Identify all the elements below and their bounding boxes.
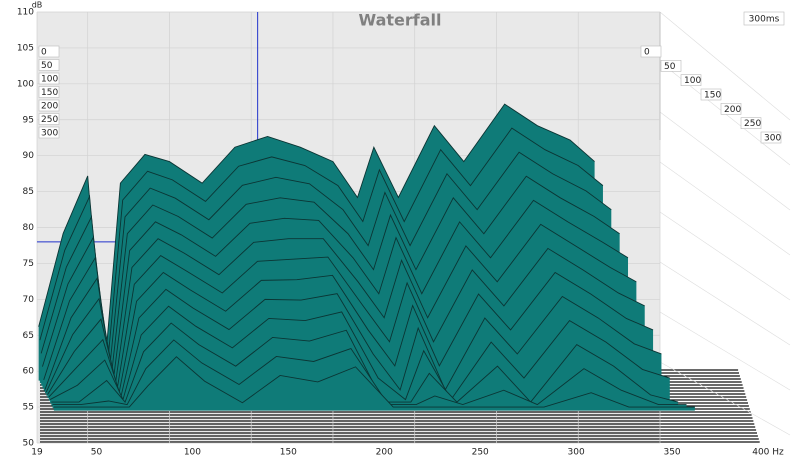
time-tick-box: [38, 99, 60, 112]
time-tick-box: [760, 131, 782, 144]
side-wall-line: [659, 211, 791, 301]
side-wall-line: [659, 111, 791, 211]
time-tick-label: 250: [744, 119, 761, 129]
time-tick-box: [38, 86, 60, 98]
x-tick-label: 400 Hz: [752, 448, 784, 458]
y-tick-label: 75: [23, 259, 34, 269]
x-tick-label: 250: [472, 448, 489, 458]
x-tick-label: 150: [280, 448, 297, 458]
waterfall-slice-edge: [49, 305, 670, 401]
y-tick-label: 50: [23, 439, 35, 449]
waterfall-slice-edge: [47, 271, 654, 395]
waterfall-slice-edge: [52, 339, 687, 406]
y-axis-label: dB: [32, 1, 43, 10]
time-tick-label: 50: [41, 61, 53, 71]
time-tick-box: [38, 113, 60, 125]
time-tick-label: 100: [41, 75, 58, 85]
time-tick-box: [38, 72, 60, 85]
time-tick-label: 200: [724, 105, 741, 115]
y-tick-label: 60: [23, 367, 35, 377]
side-wall-line: [659, 361, 791, 436]
time-tick-label: 100: [684, 76, 701, 86]
time-tick-box: [38, 126, 60, 139]
y-tick-label: 80: [23, 223, 35, 233]
time-tick-box: [660, 60, 682, 72]
time-tick-label: 0: [41, 48, 47, 58]
time-range-label: 300ms: [749, 15, 780, 25]
time-tick-label: 200: [41, 102, 58, 112]
y-tick-label: 90: [23, 151, 35, 161]
slices: [38, 103, 695, 411]
waterfall-slice: [53, 356, 695, 411]
x-tick-label: 100: [184, 448, 201, 458]
time-tick-box: [680, 74, 702, 86]
time-tick-box: [38, 45, 60, 58]
waterfall-slice-edge: [53, 356, 695, 408]
waterfall-slice-edge: [44, 223, 637, 390]
y-tick-label: 85: [23, 187, 34, 197]
waterfall-slice-edge: [38, 103, 595, 378]
side-wall-line: [659, 161, 791, 256]
x-tick-label: 200: [376, 448, 393, 458]
waterfall-slice-edge: [43, 199, 629, 388]
y-tick-label: 95: [23, 115, 34, 125]
waterfall-slice-edge: [40, 151, 612, 383]
y-tick-label: 55: [23, 403, 34, 413]
side-wall-line: [659, 11, 791, 121]
waterfall-slice-edge: [42, 175, 620, 385]
time-tick-label: 50: [664, 62, 676, 72]
x-tick-label: 19: [31, 448, 43, 458]
time-tick-label: 300: [764, 134, 781, 144]
waterfall-slice-edge: [39, 127, 604, 380]
time-tick-box: [720, 103, 742, 115]
x-tick-label: 50: [91, 448, 103, 458]
y-tick-label: 65: [23, 331, 34, 341]
time-tick-box: [38, 59, 60, 71]
y-tick-label: 100: [17, 79, 34, 89]
time-tick-box: [700, 88, 722, 101]
time-tick-box: [640, 45, 662, 58]
x-tick-label: 300: [568, 448, 585, 458]
waterfall-slice-edge: [48, 288, 662, 399]
time-tick-label: 250: [41, 115, 58, 125]
x-tick-label: 350: [663, 448, 680, 458]
time-tick-box: [740, 117, 762, 129]
time-tick-label: 150: [41, 88, 58, 98]
y-tick-label: 70: [23, 295, 35, 305]
y-tick-label: 105: [17, 43, 34, 53]
waterfall-slice-edge: [45, 247, 645, 393]
waterfall-slice-edge: [51, 322, 679, 403]
side-wall-line: [659, 261, 791, 346]
chart-title: Waterfall: [359, 11, 442, 30]
time-range-box: [743, 11, 785, 26]
time-tick-label: 0: [644, 48, 650, 58]
side-wall-line: [659, 311, 791, 391]
y-tick-label: 110: [17, 8, 34, 18]
time-tick-label: 300: [41, 129, 58, 139]
time-tick-label: 150: [704, 91, 721, 101]
